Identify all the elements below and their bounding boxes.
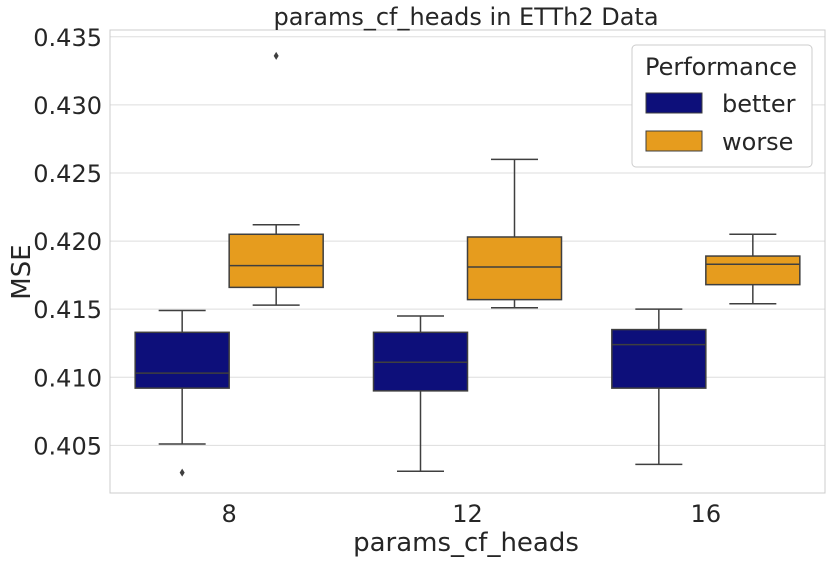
legend-label-worse: worse <box>722 128 793 156</box>
y-tick-label: 0.430 <box>33 92 102 120</box>
legend-title: Performance <box>645 53 797 81</box>
plot-area <box>109 29 826 494</box>
box-body <box>134 331 230 389</box>
y-tick-label: 0.435 <box>33 24 102 52</box>
x-tick-label: 16 <box>691 500 722 528</box>
box-better-12 <box>372 315 469 472</box>
box-layer <box>134 51 801 477</box>
box-body <box>611 328 707 389</box>
y-tick-label: 0.415 <box>33 296 102 324</box>
y-tick-label: 0.405 <box>33 432 102 460</box>
box-better-16 <box>611 308 707 466</box>
box-worse-8 <box>228 51 324 306</box>
box-body <box>705 255 801 286</box>
x-tick-label: 8 <box>222 500 237 528</box>
y-tick-label: 0.425 <box>33 160 102 188</box>
legend-swatch-better <box>645 92 703 114</box>
legend: Performance better worse <box>631 44 813 168</box>
x-axis-label: params_cf_heads <box>353 528 579 558</box>
box-body <box>466 236 563 301</box>
outlier-point <box>273 51 279 60</box>
box-worse-16 <box>705 233 801 305</box>
x-tick-label: 12 <box>452 500 483 528</box>
y-tick-label: 0.410 <box>33 364 102 392</box>
y-axis-label: MSE <box>7 244 37 299</box>
y-tick-labels: 0.405 0.410 0.415 0.420 0.425 0.430 0.435 <box>33 24 102 461</box>
outlier-point <box>179 468 185 477</box>
legend-swatch-worse <box>645 130 703 152</box>
chart-title: params_cf_heads in ETTh2 Data <box>273 3 658 31</box>
legend-label-better: better <box>722 90 796 118</box>
box-better-8 <box>134 309 230 477</box>
y-tick-label: 0.420 <box>33 228 102 256</box>
box-body <box>228 233 324 289</box>
box-worse-12 <box>466 158 563 309</box>
x-tick-labels: 8 12 16 <box>222 500 722 528</box>
